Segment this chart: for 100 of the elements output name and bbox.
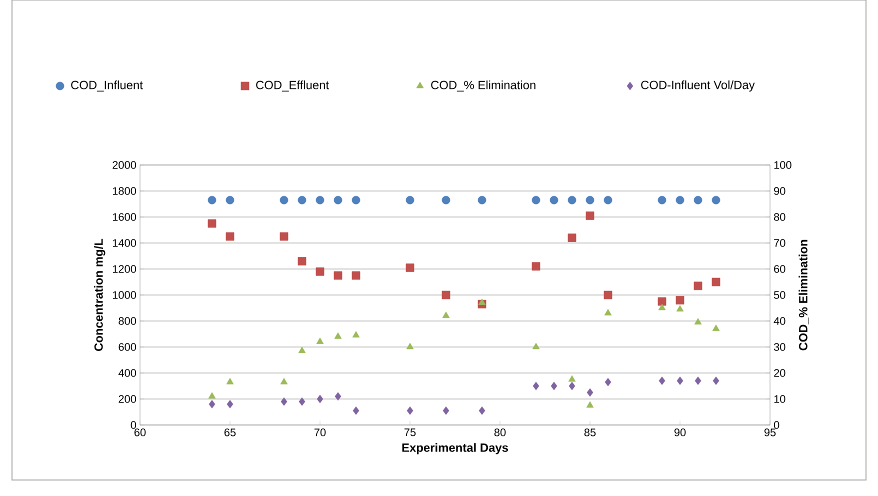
y2-tick-label: 60 <box>774 265 786 273</box>
point <box>208 196 216 204</box>
y2-tick-label: 10 <box>774 395 786 403</box>
point <box>712 324 720 331</box>
point <box>334 392 342 401</box>
point <box>316 338 324 344</box>
point <box>568 196 576 204</box>
point <box>442 312 450 318</box>
x-tick-label: 90 <box>674 428 686 436</box>
point <box>478 298 486 305</box>
point <box>694 282 702 290</box>
y-tick-label: 1000 <box>112 291 136 299</box>
y-tick-label: 0 <box>130 421 136 429</box>
point <box>208 392 216 399</box>
point <box>298 256 306 266</box>
point <box>658 376 666 385</box>
y-tick-label: 800 <box>118 317 136 325</box>
point <box>658 304 666 310</box>
point <box>604 378 612 386</box>
x-tick-label: 85 <box>584 428 596 436</box>
point <box>298 196 306 204</box>
point <box>568 234 576 242</box>
point <box>226 196 234 204</box>
point <box>676 305 684 312</box>
y2-tick-label: 0 <box>774 421 780 429</box>
point <box>694 196 702 204</box>
legend-label: COD_Effluent <box>256 80 329 92</box>
x-tick-label: 70 <box>314 428 326 436</box>
y-tick-label: 2000 <box>112 161 136 169</box>
point <box>298 397 306 406</box>
y-tick-label: 1400 <box>112 239 136 247</box>
point <box>478 196 486 204</box>
point <box>226 378 234 384</box>
point <box>442 196 450 204</box>
y2-tick-label: 20 <box>774 369 786 377</box>
y-tick-label: 200 <box>118 395 136 403</box>
x-tick-label: 80 <box>494 428 506 436</box>
y2-tick-label: 30 <box>774 343 786 351</box>
point <box>676 296 684 304</box>
point <box>550 382 558 390</box>
point <box>568 382 576 390</box>
y2-tick-label: 90 <box>774 187 786 195</box>
x-axis-title: Experimental Days <box>402 443 508 454</box>
point <box>658 297 666 306</box>
point <box>532 262 540 271</box>
y-tick-label: 1800 <box>112 187 136 195</box>
point <box>334 196 342 204</box>
point <box>604 308 612 316</box>
point <box>316 267 324 276</box>
point <box>586 388 594 397</box>
point <box>442 290 450 300</box>
point <box>406 406 414 415</box>
point <box>586 211 594 220</box>
point <box>280 196 288 204</box>
point <box>406 263 414 272</box>
point <box>712 376 720 385</box>
point <box>316 196 324 204</box>
legend-label: COD-Influent Vol/Day <box>641 80 755 92</box>
point <box>712 278 720 286</box>
x-tick-label: 75 <box>404 428 416 436</box>
point <box>316 394 324 404</box>
point <box>586 401 594 408</box>
point <box>352 331 360 338</box>
legend-label: COD_% Elimination <box>431 80 536 92</box>
y2-tick-label: 80 <box>774 213 786 221</box>
point <box>352 406 360 415</box>
point <box>208 400 216 408</box>
y-tick-label: 600 <box>118 343 136 351</box>
point <box>694 318 702 324</box>
point <box>334 271 342 280</box>
y2-tick-label: 50 <box>774 291 786 299</box>
point <box>604 290 612 300</box>
point <box>406 196 414 204</box>
point <box>442 406 450 415</box>
point <box>532 342 540 350</box>
y-tick-label: 1200 <box>112 265 136 273</box>
point <box>532 382 540 390</box>
x-tick-label: 65 <box>224 428 236 436</box>
point <box>604 196 612 204</box>
y-axis-title: Concentration mg/L <box>94 238 106 351</box>
point <box>676 376 684 385</box>
point <box>676 196 684 204</box>
y2-tick-label: 100 <box>774 161 792 169</box>
point <box>532 196 540 204</box>
point <box>694 376 702 385</box>
y2-tick-label: 40 <box>774 317 786 325</box>
point <box>658 196 666 204</box>
point <box>298 346 306 354</box>
y-tick-label: 1600 <box>112 213 136 221</box>
y2-axis-title: COD_% Elimination <box>798 240 809 350</box>
point <box>550 196 558 204</box>
point <box>712 196 720 204</box>
point <box>406 342 414 350</box>
point <box>208 219 216 228</box>
point <box>568 375 576 382</box>
point <box>280 378 288 384</box>
point <box>334 332 342 339</box>
point <box>478 406 486 415</box>
x-tick-label: 95 <box>764 428 776 436</box>
point <box>226 232 234 241</box>
